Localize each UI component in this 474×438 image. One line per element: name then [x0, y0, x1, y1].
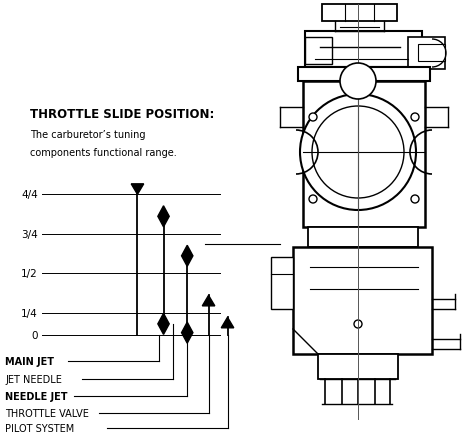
Polygon shape	[182, 246, 193, 267]
Text: 3/4: 3/4	[21, 230, 38, 239]
Polygon shape	[182, 322, 193, 343]
Text: 4/4: 4/4	[21, 190, 38, 200]
Text: 1/4: 1/4	[21, 308, 38, 318]
Text: THROTTLE VALVE: THROTTLE VALVE	[5, 408, 89, 417]
Polygon shape	[158, 206, 169, 227]
FancyBboxPatch shape	[298, 68, 430, 82]
FancyBboxPatch shape	[308, 227, 418, 247]
Polygon shape	[221, 318, 234, 328]
FancyBboxPatch shape	[303, 82, 425, 227]
FancyBboxPatch shape	[418, 45, 445, 62]
Text: PILOT SYSTEM: PILOT SYSTEM	[5, 424, 74, 433]
Ellipse shape	[354, 320, 362, 328]
Ellipse shape	[300, 95, 416, 211]
Ellipse shape	[309, 114, 317, 122]
FancyBboxPatch shape	[408, 38, 445, 70]
Text: NEEDLE JET: NEEDLE JET	[5, 392, 67, 401]
Text: components functional range.: components functional range.	[30, 148, 177, 158]
Polygon shape	[131, 184, 144, 195]
Text: 1/2: 1/2	[21, 269, 38, 279]
FancyBboxPatch shape	[305, 32, 422, 68]
Text: THROTTLE SLIDE POSITION:: THROTTLE SLIDE POSITION:	[30, 108, 214, 121]
Text: MAIN JET: MAIN JET	[5, 357, 54, 366]
Text: The carburetor’s tuning: The carburetor’s tuning	[30, 130, 146, 140]
Text: JET NEEDLE: JET NEEDLE	[5, 374, 62, 384]
Ellipse shape	[312, 107, 404, 198]
Ellipse shape	[411, 114, 419, 122]
FancyBboxPatch shape	[318, 354, 398, 379]
FancyBboxPatch shape	[293, 247, 432, 354]
Ellipse shape	[411, 195, 419, 204]
Ellipse shape	[309, 195, 317, 204]
Ellipse shape	[340, 64, 376, 100]
FancyBboxPatch shape	[322, 5, 397, 22]
FancyBboxPatch shape	[271, 258, 293, 309]
FancyBboxPatch shape	[305, 38, 332, 65]
Polygon shape	[158, 314, 169, 335]
Polygon shape	[202, 296, 215, 306]
Text: 0: 0	[31, 330, 38, 340]
